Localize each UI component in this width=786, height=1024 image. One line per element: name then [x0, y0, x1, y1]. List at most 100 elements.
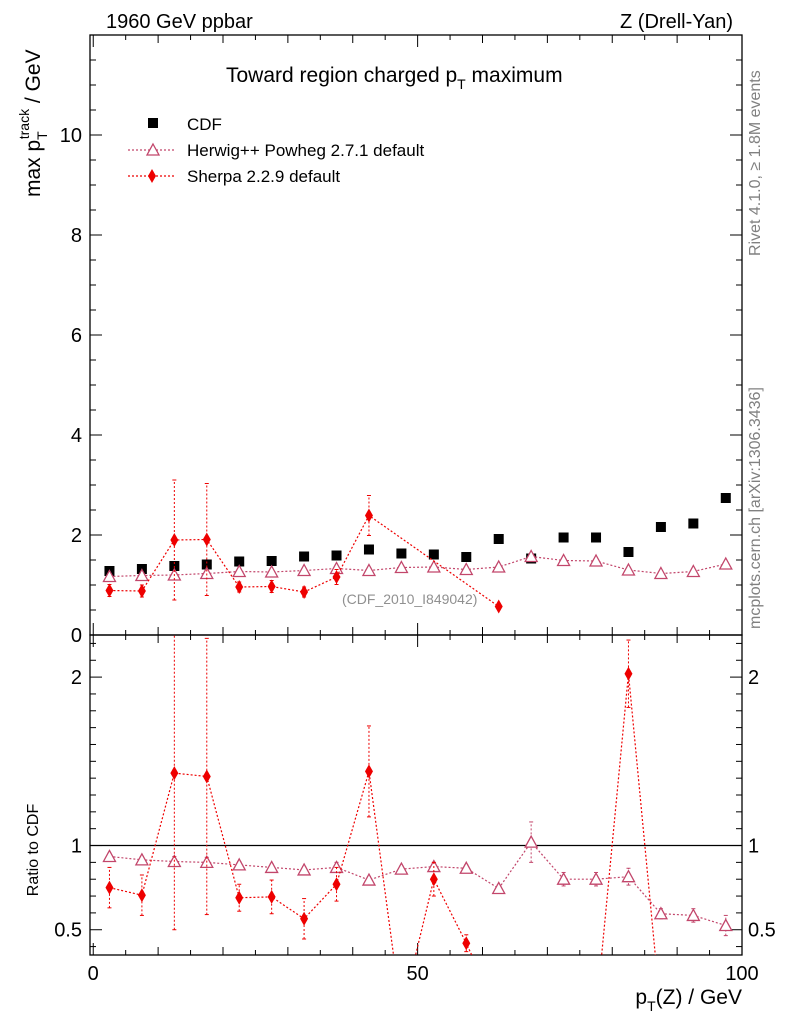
- ratio-sherpa-point: [267, 889, 276, 904]
- ratio-xtick-label: 100: [725, 963, 758, 985]
- ratio-herwig-point: [134, 852, 149, 866]
- main-herwig-point: [361, 563, 377, 577]
- main-cdf-point: [428, 549, 439, 560]
- main-cdf-point: [688, 518, 699, 529]
- ratio-sherpa-point: [462, 936, 471, 951]
- main-herwig-point: [426, 559, 441, 573]
- ratio-herwig-point: [588, 871, 604, 885]
- watermark: (CDF_2010_I849042): [342, 591, 477, 607]
- main-herwig-point: [718, 556, 733, 570]
- main-herwig-point: [653, 566, 668, 580]
- ratio-sherpa-line: [109, 673, 656, 955]
- ratio-ytick-label-right: 2: [748, 667, 759, 689]
- ratio-sherpa-point: [429, 872, 438, 887]
- ratio-herwig-point: [232, 857, 247, 871]
- legend: CDF Herwig++ Powheg 2.7.1 default Sherpa…: [128, 115, 424, 186]
- ratio-herwig-point: [102, 849, 117, 863]
- main-sherpa-point: [494, 599, 503, 614]
- main-sherpa-point: [300, 585, 309, 599]
- ratio-ytick-label-right: 0.5: [748, 920, 776, 942]
- ratio-ytick-label: 1: [71, 836, 82, 858]
- ratio-herwig-point: [394, 861, 409, 875]
- legend-cdf-marker: [148, 118, 158, 128]
- main-herwig-point: [491, 559, 506, 573]
- main-sherpa-point: [364, 508, 373, 523]
- ratio-ylabel: Ratio to CDF: [25, 804, 42, 897]
- main-cdf-point: [591, 532, 602, 543]
- main-herwig-point: [621, 562, 636, 576]
- ratio-xtick-label: 0: [88, 963, 99, 985]
- legend-herwig-marker: [145, 142, 161, 156]
- main-cdf-point: [396, 548, 407, 559]
- ratio-frame: [89, 634, 743, 956]
- ratio-xtick-label: 50: [406, 963, 428, 985]
- main-ytick-label: 2: [71, 525, 82, 547]
- main-cdf-point: [201, 559, 212, 570]
- ratio-herwig-point: [718, 918, 733, 932]
- main-ytick-label: 0: [71, 625, 82, 647]
- ratio-sherpa-point: [202, 769, 211, 784]
- main-sherpa-point: [235, 580, 244, 594]
- main-herwig-point: [296, 563, 312, 577]
- header-left: 1960 GeV ppbar: [106, 11, 253, 33]
- main-herwig-point: [102, 569, 117, 583]
- main-ytick-label: 4: [71, 425, 82, 447]
- main-ytick-label: 6: [71, 325, 82, 347]
- ratio-herwig-point: [264, 860, 279, 874]
- ratio-sherpa-point: [300, 911, 309, 926]
- ratio-sherpa-point: [170, 766, 179, 781]
- main-herwig-point: [232, 564, 247, 578]
- main-cdf-point: [720, 493, 731, 503]
- main-title: Toward region charged pT maximum: [226, 64, 563, 92]
- ratio-herwig-point: [491, 881, 506, 895]
- main-herwig-point: [524, 549, 539, 563]
- main-cdf-point: [266, 556, 277, 566]
- legend-cdf-label: CDF: [187, 115, 222, 134]
- main-ytick-label: 8: [71, 225, 82, 247]
- ratio-herwig-point: [361, 872, 377, 886]
- main-marks: [102, 479, 733, 614]
- main-cdf-point: [655, 522, 666, 532]
- main-herwig-point: [264, 564, 279, 578]
- ratio-herwig-point: [621, 869, 636, 883]
- main-cdf-point: [461, 552, 472, 562]
- main-ylabel: max pTtrack / GeV: [16, 49, 50, 197]
- main-sherpa-point: [105, 583, 114, 598]
- main-herwig-point: [394, 560, 409, 574]
- main-sherpa-point: [332, 570, 341, 584]
- main-ytick-label: 10: [60, 125, 82, 147]
- main-herwig-point: [588, 553, 604, 567]
- legend-sherpa-marker: [148, 169, 156, 183]
- main-herwig-point: [459, 562, 474, 576]
- ratio-herwig-point: [524, 834, 539, 848]
- ratio-ytick-label: 0.5: [54, 920, 82, 942]
- ratio-sherpa-point: [364, 764, 373, 779]
- ratio-herwig-point: [653, 906, 668, 920]
- main-cdf-point: [234, 556, 245, 567]
- header-right: Z (Drell-Yan): [620, 11, 733, 33]
- ratio-xlabel: pT(Z) / GeV: [635, 986, 742, 1014]
- ratio-herwig-point: [296, 862, 312, 876]
- ratio-ytick-label: 2: [71, 667, 82, 689]
- mcplots-label: mcplots.cern.ch [arXiv:1306.3436]: [747, 387, 764, 629]
- main-herwig-line: [109, 555, 726, 578]
- main-cdf-point: [331, 550, 342, 561]
- main-herwig-point: [134, 568, 149, 582]
- main-sherpa-point: [267, 579, 276, 594]
- ratio-sherpa-point: [235, 890, 244, 905]
- main-cdf-point: [623, 547, 634, 557]
- legend-herwig-label: Herwig++ Powheg 2.7.1 default: [187, 141, 424, 160]
- ratio-ytick-label-right: 1: [748, 836, 759, 858]
- ratio-herwig-point: [686, 908, 701, 922]
- main-sherpa-point: [170, 533, 179, 547]
- main-cdf-point: [558, 532, 569, 543]
- main-cdf-point: [493, 534, 504, 544]
- main-cdf-point: [299, 551, 310, 562]
- main-herwig-point: [556, 553, 571, 567]
- ratio-sherpa-point: [624, 666, 633, 681]
- ratio-herwig-line: [109, 841, 726, 927]
- rivet-label: Rivet 4.1.0, ≥ 1.8M events: [747, 70, 764, 256]
- ratio-clipped-marks: [102, 635, 733, 955]
- ratio-marks: [102, 635, 733, 955]
